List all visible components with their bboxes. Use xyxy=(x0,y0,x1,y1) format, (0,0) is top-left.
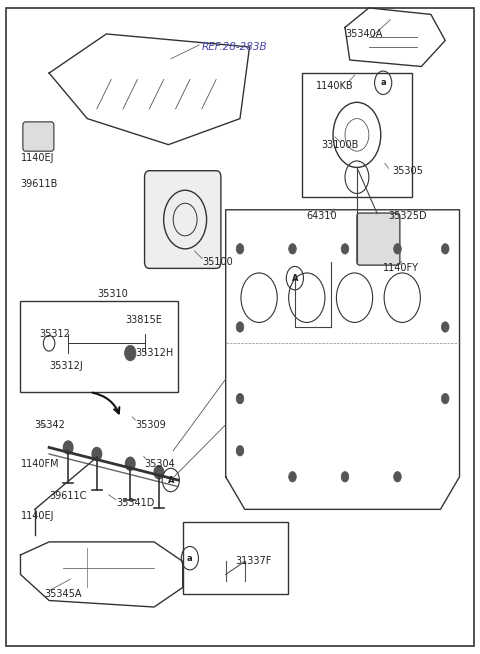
Circle shape xyxy=(341,244,349,254)
Text: 35312H: 35312H xyxy=(135,348,173,358)
FancyBboxPatch shape xyxy=(144,171,221,268)
Text: 35341D: 35341D xyxy=(116,498,154,508)
Text: 39611C: 39611C xyxy=(49,491,86,502)
Text: 35345A: 35345A xyxy=(44,589,82,599)
Circle shape xyxy=(125,457,135,470)
Text: A: A xyxy=(168,475,174,485)
Text: a: a xyxy=(380,78,386,87)
Text: 1140EJ: 1140EJ xyxy=(21,152,54,163)
Circle shape xyxy=(442,322,449,332)
Circle shape xyxy=(442,394,449,404)
FancyBboxPatch shape xyxy=(23,122,54,151)
Text: 35340A: 35340A xyxy=(345,29,383,39)
Text: 35304: 35304 xyxy=(144,458,175,469)
Bar xyxy=(183,523,288,594)
Text: 35305: 35305 xyxy=(393,165,423,176)
Text: 1140KB: 1140KB xyxy=(316,81,354,91)
Circle shape xyxy=(63,441,73,454)
Text: 35342: 35342 xyxy=(35,420,66,430)
Text: a: a xyxy=(187,554,192,562)
Text: 35310: 35310 xyxy=(97,290,128,300)
Text: 33815E: 33815E xyxy=(125,315,162,326)
Text: 1140FM: 1140FM xyxy=(21,458,59,469)
Text: 35309: 35309 xyxy=(135,420,166,430)
Circle shape xyxy=(288,472,296,482)
Circle shape xyxy=(394,244,401,254)
Bar xyxy=(302,73,412,197)
Circle shape xyxy=(236,445,244,456)
Text: A: A xyxy=(292,273,298,283)
Text: 35312J: 35312J xyxy=(49,361,83,371)
Circle shape xyxy=(236,244,244,254)
Circle shape xyxy=(442,244,449,254)
Circle shape xyxy=(236,322,244,332)
Text: REF.28-283B: REF.28-283B xyxy=(202,42,267,52)
Text: 39611B: 39611B xyxy=(21,179,58,189)
Circle shape xyxy=(341,472,349,482)
Bar xyxy=(21,301,178,392)
Circle shape xyxy=(124,345,136,361)
Text: 1140EJ: 1140EJ xyxy=(21,511,54,521)
Circle shape xyxy=(92,447,102,460)
Text: 35100: 35100 xyxy=(202,257,233,267)
FancyBboxPatch shape xyxy=(357,213,400,265)
Text: 35325D: 35325D xyxy=(388,211,427,221)
Text: 31337F: 31337F xyxy=(235,557,272,566)
Text: 35312: 35312 xyxy=(39,328,71,339)
Circle shape xyxy=(394,472,401,482)
Circle shape xyxy=(236,394,244,404)
Text: 1140FY: 1140FY xyxy=(383,264,419,273)
Text: 33100B: 33100B xyxy=(321,140,359,150)
Text: 64310: 64310 xyxy=(307,211,337,221)
Circle shape xyxy=(288,244,296,254)
Circle shape xyxy=(154,466,164,479)
